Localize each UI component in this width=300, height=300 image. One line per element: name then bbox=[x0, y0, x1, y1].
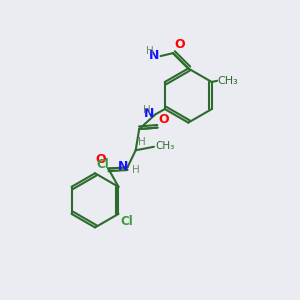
Text: CH₃: CH₃ bbox=[217, 76, 238, 86]
Text: N: N bbox=[118, 160, 128, 173]
Text: H: H bbox=[146, 46, 153, 56]
Text: O: O bbox=[174, 38, 185, 51]
Text: N: N bbox=[143, 107, 154, 120]
Text: H: H bbox=[138, 137, 146, 147]
Text: O: O bbox=[95, 153, 106, 166]
Text: N: N bbox=[149, 49, 159, 62]
Text: CH₃: CH₃ bbox=[155, 141, 174, 151]
Text: Cl: Cl bbox=[97, 158, 110, 172]
Text: H: H bbox=[132, 165, 140, 175]
Text: O: O bbox=[159, 113, 169, 126]
Text: H: H bbox=[143, 105, 151, 115]
Text: Cl: Cl bbox=[120, 215, 133, 228]
